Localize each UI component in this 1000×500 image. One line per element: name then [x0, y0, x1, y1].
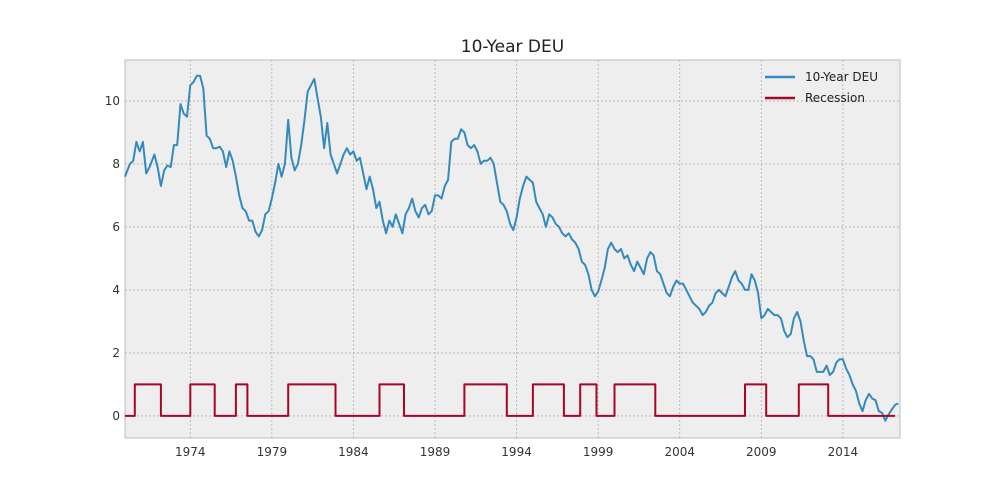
y-tick-label: 10: [105, 94, 120, 108]
legend: 10-Year DEU Recession: [765, 70, 878, 105]
plot-area: [124, 59, 901, 439]
legend-label-10-year-deu: 10-Year DEU: [805, 70, 878, 84]
x-tick-label: 2004: [664, 445, 695, 459]
y-tick-label: 4: [112, 283, 120, 297]
x-tick-label: 1994: [501, 445, 532, 459]
series-line-recession: [125, 383, 896, 417]
x-tick-label: 1999: [583, 445, 614, 459]
x-tick-label: 2014: [828, 445, 859, 459]
series-line-10-year-deu: [124, 74, 899, 422]
x-tick-label: 1989: [420, 445, 451, 459]
x-tick-label: 2009: [746, 445, 777, 459]
y-tick-label: 0: [112, 409, 120, 423]
x-tick-label: 1979: [257, 445, 288, 459]
x-tick-label: 1984: [338, 445, 369, 459]
y-tick-label: 6: [112, 220, 120, 234]
series-layer: [124, 74, 899, 422]
tick-layer: 1974 1979 1984 1989 1994 1999 2004 2009 2014 0 2 4 6…: [105, 94, 858, 459]
legend-label-recession: Recession: [805, 91, 865, 105]
x-tick-label: 1974: [175, 445, 206, 459]
chart-title: 10-Year DEU: [461, 37, 564, 57]
y-tick-label: 8: [112, 157, 120, 171]
y-tick-label: 2: [112, 346, 120, 360]
